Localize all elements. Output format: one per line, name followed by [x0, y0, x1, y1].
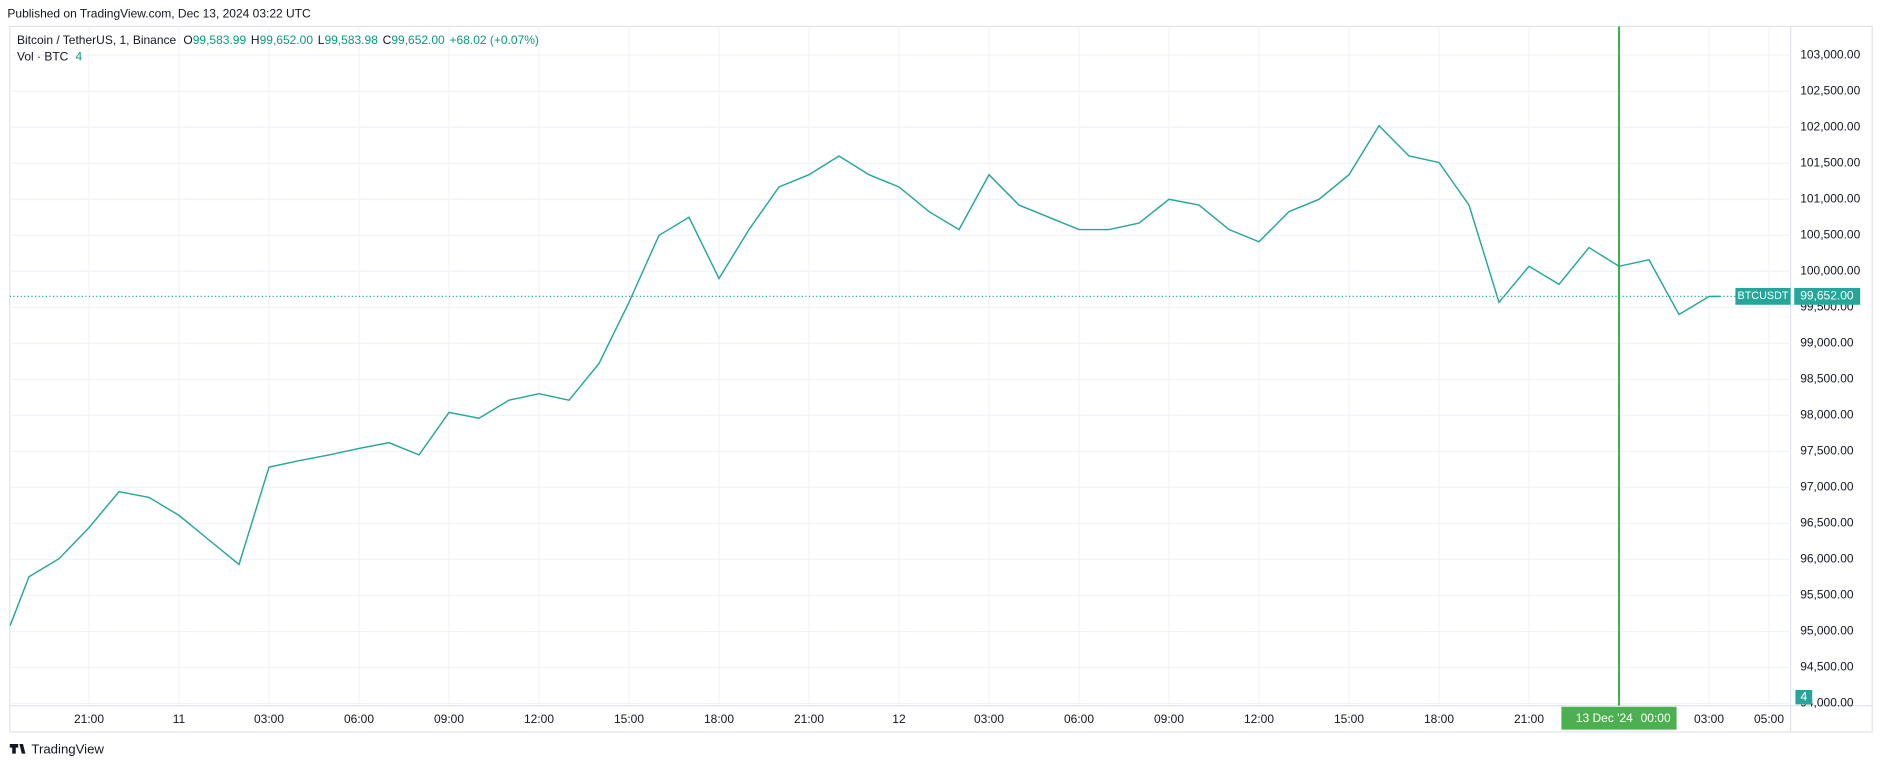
plot [9, 124, 1791, 626]
y-tick-label: 101,500.00 [1800, 155, 1860, 169]
volume-name: Vol · BTC [17, 50, 69, 64]
symbol: Bitcoin / TetherUS, 1, Binance O99,583.99… [17, 33, 539, 47]
y-tick-label: 95,500.00 [1800, 588, 1854, 602]
x-axis: 21:00 11 03:00 06:00 09:00 12:00 15:00 18:00 21:… [74, 712, 1784, 726]
y-tick-label: 101,000.00 [1800, 191, 1860, 205]
x-tick-label: 11 [173, 712, 186, 726]
y-tick-label: 96,500.00 [1800, 516, 1854, 530]
x-tick-label: 05:00 [1754, 712, 1784, 726]
last-price-label: 99,652.00 [1800, 289, 1854, 303]
close: 99,652.00 [391, 33, 445, 47]
x-tick-label: 15:00 [614, 712, 644, 726]
y-tick-label: 102,000.00 [1800, 119, 1860, 133]
volume-legend: Vol · BTC 4 [17, 50, 83, 64]
y-tick-label: 94,500.00 [1800, 660, 1854, 674]
symbol-badge-text: BTCUSDT [1738, 290, 1789, 302]
x-tick-label: 21:00 [794, 712, 824, 726]
volume-value: 4 [76, 50, 83, 64]
x-tick-label: 03:00 [254, 712, 284, 726]
crosshair-time: 00:00 [1641, 711, 1671, 725]
x-tick-label: 21:00 [1514, 712, 1544, 726]
y-tick-label: 97,500.00 [1800, 444, 1854, 458]
y-tick-label: 98,500.00 [1800, 371, 1854, 385]
x-tick-label: 03:00 [1694, 712, 1724, 726]
l-label: L [318, 33, 325, 47]
open: 99,583.99 [193, 33, 247, 47]
y-tick-label: 100,000.00 [1800, 263, 1860, 277]
y-tick-label: 95,000.00 [1800, 624, 1854, 638]
symbol-name: Bitcoin / TetherUS, 1, Binance [17, 33, 177, 47]
y-tick-label: 99,000.00 [1800, 335, 1854, 349]
brand: TradingView [31, 741, 104, 756]
o-label: O [183, 33, 192, 47]
crosshair-date: 13 Dec '24 [1576, 711, 1633, 725]
symbol-badge [1735, 287, 1791, 305]
y-tick-label: 102,500.00 [1800, 83, 1860, 97]
x-tick-label: 09:00 [1154, 712, 1184, 726]
x-tick-label: 18:00 [704, 712, 734, 726]
x-tick-label: 03:00 [974, 712, 1004, 726]
h-label: H [251, 33, 260, 47]
y-tick-label: 96,000.00 [1800, 552, 1854, 566]
change: +68.02 (+0.07%) [450, 33, 539, 47]
x-tick-label: 12:00 [524, 712, 554, 726]
volume-axis-label: 4 [1800, 689, 1807, 703]
volume-axis-badge [1795, 690, 1813, 705]
y-tick-label: 100,500.00 [1800, 227, 1860, 241]
logo-icon [9, 744, 26, 754]
y-tick-label: 98,000.00 [1800, 408, 1854, 422]
y-tick-label: 97,000.00 [1800, 480, 1854, 494]
price-line [9, 124, 1721, 626]
y-tick-label: 94,000.00 [1800, 696, 1854, 710]
x-tick-label: 15:00 [1334, 712, 1364, 726]
high: 99,652.00 [260, 33, 314, 47]
axes: 94,000.00 94,500.00 95,000.00 95,500.00 96,0… [74, 26, 1861, 730]
x-tick-label: 18:00 [1424, 712, 1454, 726]
x-tick-label: 21:00 [74, 712, 104, 726]
y-tick-label: 103,000.00 [1800, 47, 1860, 61]
published: Published on TradingView.com, Dec 13, 20… [7, 7, 311, 21]
last-price-badge [1794, 287, 1861, 305]
footer-logo: TradingView [9, 741, 104, 756]
x-tick-label: 09:00 [434, 712, 464, 726]
c-label: C [383, 33, 392, 47]
x-tick-label: 06:00 [344, 712, 374, 726]
grid [9, 26, 1791, 706]
low: 99,583.98 [324, 33, 378, 47]
x-tick-label: 12 [892, 712, 906, 726]
crosshair-badge [1561, 706, 1677, 730]
x-tick-label: 12:00 [1244, 712, 1274, 726]
x-tick-label: 06:00 [1064, 712, 1094, 726]
